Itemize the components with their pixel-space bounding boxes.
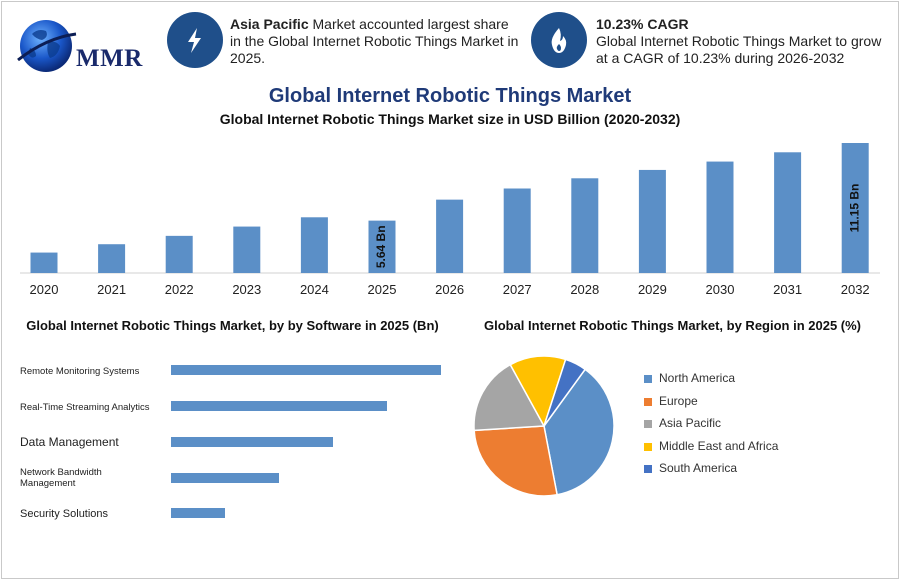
bar-2031 [774,152,802,273]
info-text-1: Asia Pacific Market accounted largest sh… [230,16,520,67]
lightning-icon [188,28,201,53]
bar-2021 [98,244,126,273]
legend-label: North America [659,371,736,385]
x-tick-2026: 2026 [435,282,464,297]
legend-label: South America [659,461,738,475]
x-tick-2025: 2025 [368,282,397,297]
bar-2032 [841,143,869,273]
x-tick-2031: 2031 [773,282,802,297]
pie-slice-asia-pacific [473,363,546,432]
hbar-label-1: Remote Monitoring Systems [20,366,140,377]
legend-label: Europe [659,393,698,408]
hbar-1 [171,365,441,375]
x-tick-2021: 2021 [97,282,126,297]
legend-swatch [644,420,652,428]
x-tick-2030: 2030 [706,282,735,297]
x-tick-2022: 2022 [165,282,194,297]
bar-2022 [165,235,193,273]
x-tick-2029: 2029 [638,282,667,297]
flame-icon [551,28,567,53]
bar-2026 [436,199,464,273]
info-badge-2 [531,12,587,68]
market-size-bar-chart: 2020 2021 2022 2023 2024 2025 5.64 Bn 2026 2027 2… [20,143,880,297]
software-chart-title: Global Internet Robotic Things Market, b… [26,318,439,333]
legend-swatch [644,465,652,473]
hbar-4 [171,473,279,483]
logo-text: MMR [76,45,143,72]
hbar-3 [171,437,333,447]
legend-swatch [644,397,652,406]
hbar-2 [171,401,387,411]
info-badge-1 [167,12,223,68]
region-chart-title: Global Internet Robotic Things Market, b… [483,318,862,333]
pie-slice-europe [473,425,558,497]
info-highlight-2: 10.23% CAGR [596,16,689,32]
pie-slice-south-america [543,358,587,427]
data-label-2025: 5.64 Bn [374,225,388,268]
bar-2028 [571,178,599,273]
legend-swatch [644,442,652,451]
bar-2030 [706,161,734,273]
x-tick-2028: 2028 [570,282,599,297]
legend-label: Asia Pacific [659,416,722,430]
legend-swatch [644,375,652,383]
bar-2025 [368,220,396,273]
info-highlight-1: Asia Pacific [230,16,309,32]
x-tick-2023: 2023 [232,282,261,297]
globe-icon [17,20,77,72]
bar-2024 [300,217,328,273]
hbar-label-4: Network Bandwidth Management [20,467,102,489]
x-tick-2020: 2020 [30,282,59,297]
info-body-1: Market accounted largest share in the Gl… [230,16,519,66]
main-title: Global Internet Robotic Things Market [268,85,632,107]
legend-label: Middle East and Africa [659,438,779,453]
data-label-2032: 11.15 Bn [847,184,861,233]
x-tick-2032: 2032 [841,282,870,297]
hbar-5 [171,508,225,518]
bar-2027 [503,188,531,273]
hbar-label-5: Security Solutions [20,508,109,520]
software-bar-chart: Remote Monitoring Systems Real-Time Strea… [20,365,441,520]
bar-chart-title: Global Internet Robotic Things Market si… [219,111,681,127]
pie-slice-north-america [543,368,615,496]
info-body-2: Global Internet Robotic Things Market to… [596,33,882,66]
pie-slice-middle-east-and-africa [509,355,567,428]
hbar-label-2: Real-Time Streaming Analytics [20,402,150,413]
bar-2029 [638,169,666,273]
bar-2020 [30,252,58,273]
x-tick-2024: 2024 [300,282,329,297]
info-text-2: 10.23% CAGR Global Internet Robotic Thin… [596,16,890,67]
region-pie-chart [473,355,615,497]
x-tick-2027: 2027 [503,282,532,297]
mmr-logo: MMR [10,12,145,82]
bar-2023 [233,226,261,273]
hbar-label-3: Data Management [20,435,119,449]
